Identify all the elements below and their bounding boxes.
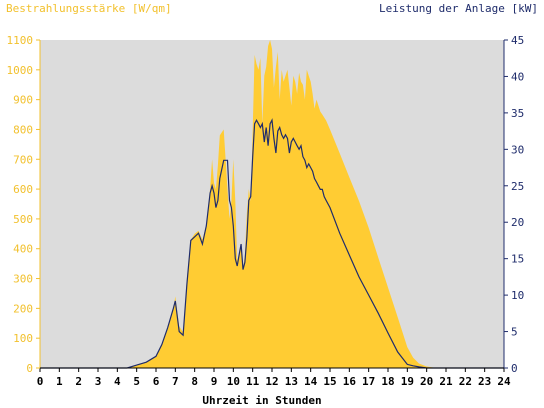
- y-right-tick-label: 45: [511, 34, 524, 47]
- x-tick-label: 13: [285, 375, 298, 388]
- x-tick-label: 22: [459, 375, 472, 388]
- x-tick-label: 9: [211, 375, 218, 388]
- y-right-tick-label: 35: [511, 107, 524, 120]
- series-layer: [40, 40, 504, 369]
- x-tick-label: 23: [478, 375, 491, 388]
- x-tick-label: 14: [304, 375, 318, 388]
- y-right-tick-label: 30: [511, 143, 524, 156]
- x-tick-label: 6: [153, 375, 160, 388]
- x-tick-label: 0: [37, 375, 44, 388]
- y-right-tick-label: 20: [511, 216, 524, 229]
- x-tick-label: 15: [323, 375, 336, 388]
- axes-layer: 0 1 2 3 4 5 6 7 8 9 10 11 12 13 14 15 16 17 18 19 20 21 22 23 24…: [7, 34, 525, 388]
- y-left-tick-label: 700: [13, 153, 33, 166]
- y-left-tick-label: 200: [13, 302, 33, 315]
- x-tick-label: 21: [439, 375, 453, 388]
- y-right-tick-label: 40: [511, 70, 524, 83]
- y-left-tick-label: 1000: [7, 64, 34, 77]
- x-tick-label: 24: [497, 375, 511, 388]
- irradiance-area: [40, 40, 504, 368]
- x-tick-label: 18: [381, 375, 394, 388]
- y-left-tick-label: 0: [26, 362, 33, 375]
- power-line: [40, 118, 504, 369]
- x-tick-label: 12: [265, 375, 278, 388]
- x-tick-label: 16: [343, 375, 357, 388]
- x-tick-label: 1: [56, 375, 63, 388]
- y-left-tick-label: 600: [13, 183, 33, 196]
- y-right-tick-label: 25: [511, 180, 524, 193]
- x-axis-label: Uhrzeit in Stunden: [202, 394, 321, 407]
- x-tick-label: 17: [362, 375, 375, 388]
- x-tick-label: 5: [133, 375, 140, 388]
- x-tick-label: 4: [114, 375, 121, 388]
- x-tick-label: 10: [227, 375, 240, 388]
- y-right-tick-label: 5: [511, 326, 518, 339]
- y-left-tick-label: 800: [13, 123, 33, 136]
- x-tick-label: 19: [401, 375, 414, 388]
- y-right-tick-label: 0: [511, 362, 518, 375]
- y-right-tick-label: 10: [511, 289, 524, 302]
- y-right-tick-label: 15: [511, 253, 524, 266]
- right-axis-title: Leistung der Anlage [kW]: [379, 2, 538, 15]
- left-axis-title: Bestrahlungsstärke [W/qm]: [6, 2, 172, 15]
- x-tick-label: 8: [191, 375, 198, 388]
- y-left-tick-label: 300: [13, 273, 33, 286]
- y-left-tick-label: 400: [13, 243, 33, 256]
- y-left-tick-label: 100: [13, 332, 33, 345]
- x-tick-label: 20: [420, 375, 433, 388]
- x-tick-label: 11: [246, 375, 260, 388]
- x-tick-label: 3: [95, 375, 102, 388]
- y-left-tick-label: 900: [13, 94, 33, 107]
- x-tick-label: 2: [75, 375, 82, 388]
- y-left-tick-label: 500: [13, 213, 33, 226]
- y-left-tick-label: 1100: [7, 34, 34, 47]
- x-tick-label: 7: [172, 375, 179, 388]
